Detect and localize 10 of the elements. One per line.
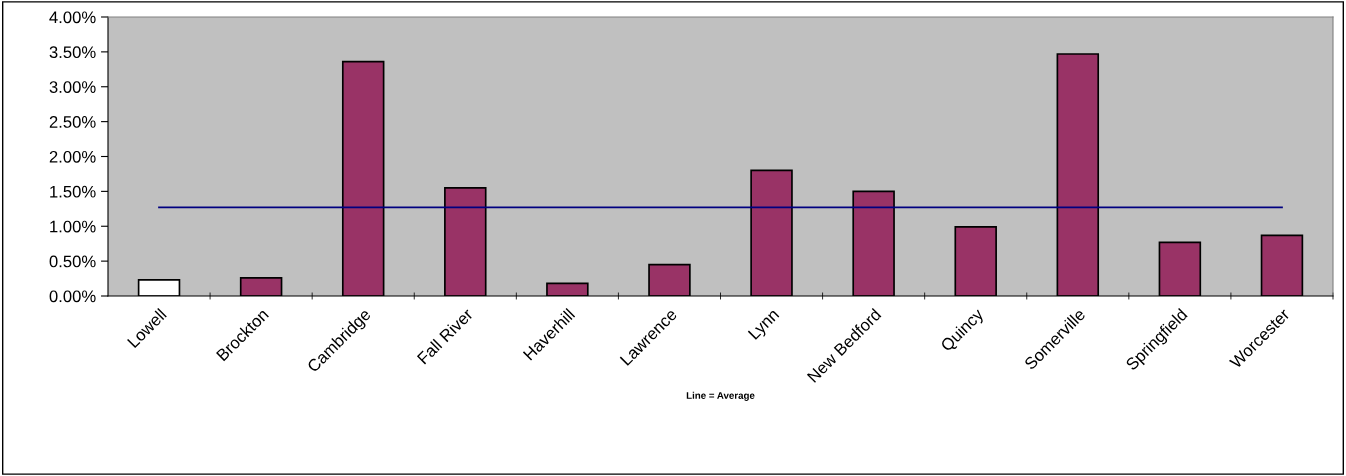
y-tick-label: 1.00% bbox=[50, 220, 96, 233]
y-tick-label: 4.00% bbox=[49, 11, 96, 24]
x-axis-title: Line = Average bbox=[686, 391, 755, 401]
y-tick-label: 0.00% bbox=[49, 290, 96, 303]
y-tick-label: 2.00% bbox=[49, 150, 96, 163]
y-tick-label: 3.50% bbox=[49, 46, 96, 59]
y-tick-label: 0.50% bbox=[49, 255, 96, 268]
y-tick-label: 2.50% bbox=[49, 116, 96, 128]
y-tick-label: 3.00% bbox=[49, 81, 96, 93]
y-tick-label: 1.50% bbox=[50, 185, 96, 198]
